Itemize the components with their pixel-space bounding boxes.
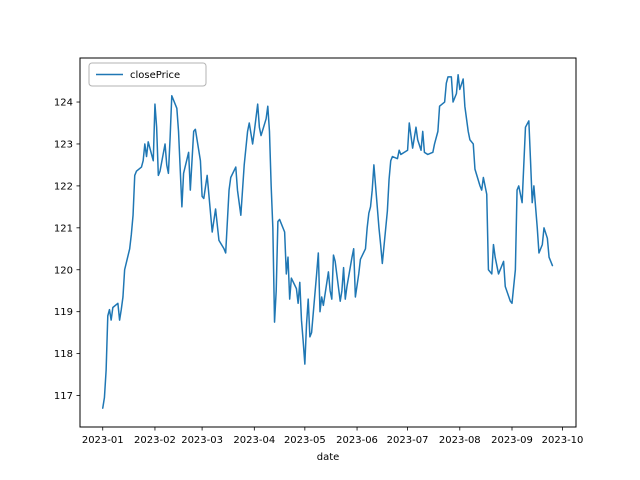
legend-box (88, 62, 207, 87)
y-tick-label: 123 (54, 139, 73, 150)
y-tick-label: 121 (54, 223, 73, 234)
y-tick-label: 120 (54, 265, 73, 276)
y-tick-label: 119 (54, 307, 73, 318)
x-tick-label: 2023-06 (336, 435, 378, 446)
x-tick-label: 2023-09 (491, 435, 533, 446)
x-tick-label: 2023-04 (233, 435, 275, 446)
x-tick-label: 2023-05 (284, 435, 326, 446)
x-tick-label: 2023-02 (134, 435, 176, 446)
x-tick-label: 2023-03 (181, 435, 223, 446)
x-tick-label: 2023-01 (82, 435, 124, 446)
x-tick-label: 2023-10 (542, 435, 584, 446)
x-tick-label: 2023-07 (387, 435, 429, 446)
y-tick-label: 124 (54, 98, 73, 109)
y-tick-label: 117 (54, 391, 73, 402)
x-axis-label: date (317, 452, 340, 463)
axes-frame (79, 57, 577, 428)
y-tick-label: 122 (54, 181, 73, 192)
x-tick-label: 2023-08 (439, 435, 481, 446)
y-tick-label: 118 (54, 349, 73, 360)
series-closePrice-line (101, 74, 554, 409)
axes-background (80, 58, 576, 427)
legend-label: closePrice (130, 70, 180, 81)
